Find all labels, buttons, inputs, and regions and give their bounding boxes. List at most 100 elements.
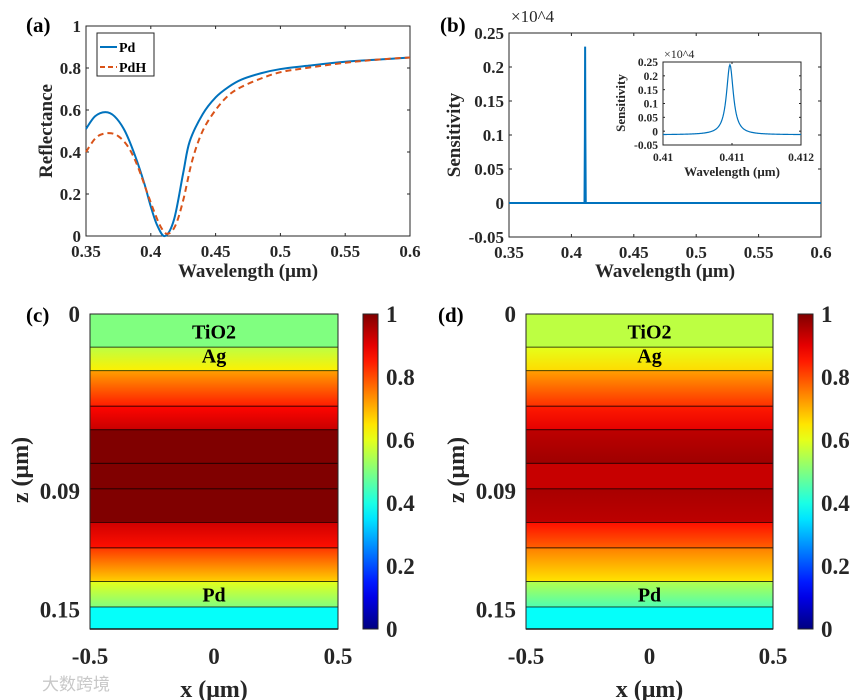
z-tick-label: 0.09	[476, 479, 516, 504]
legend: Pd PdH	[96, 32, 155, 77]
a-x-tick-label: 0.55	[330, 242, 360, 261]
x-tick-label: 0.5	[759, 644, 788, 669]
d-colorbar-tick-label: 1	[821, 302, 833, 327]
inset-x-axis-label: Wavelength (μm)	[684, 164, 780, 179]
c-colorbar	[362, 313, 379, 630]
heatmap-layer	[90, 314, 338, 348]
heatmap-layer	[526, 430, 773, 464]
panel-label-a: (a)	[26, 13, 51, 37]
inset-y-axis-label: Sensitivity	[613, 74, 628, 132]
c-colorbar-tick-label: 0.6	[386, 428, 415, 453]
b-y-tick-label: 0.2	[483, 58, 504, 77]
b-x-tick-label: 0.45	[619, 243, 649, 262]
inset-y-tick-label: 0.1	[644, 99, 659, 111]
d-colorbar	[797, 313, 814, 630]
d-x-axis-label: x (μm)	[616, 677, 684, 700]
b-y-tick-label: 0.25	[474, 24, 504, 43]
panel-a-reflectance-chart: 0.35 0.4 0.45 0.5 0.55 0.6 0 0.2 0.4 0.6 0.8 1 Wavel…	[36, 17, 421, 282]
a-x-tick-label: 0.45	[201, 242, 231, 261]
inset-y-tick-label: 0.15	[638, 85, 658, 97]
heatmap-layer	[526, 371, 773, 407]
a-x-tick-label: 0.4	[140, 242, 162, 261]
inset-y-tick-label: -0.05	[634, 140, 658, 152]
panel-b-sensitivity-chart: 0.35 0.4 0.45 0.5 0.55 0.6 -0.05 0 0.05 0.1 0.15 0.…	[444, 7, 832, 282]
c-colorbar-tick-label: 1	[386, 302, 398, 327]
inset-x-tick-label: 0.412	[788, 152, 814, 164]
a-y-tick-label: 1	[73, 17, 82, 36]
b-x-tick-label: 0.6	[810, 243, 831, 262]
b-y-multiplier: ×10^4	[511, 7, 555, 26]
layer-label-pd: Pd	[638, 585, 661, 607]
heatmap-layer	[90, 430, 338, 464]
a-x-tick-label: 0.35	[71, 242, 101, 261]
heatmap-layer	[90, 581, 338, 608]
c-colorbar-tick-label: 0.8	[386, 365, 415, 390]
layer-label-ag: Ag	[202, 345, 226, 367]
d-colorbar-tick-label: 0.6	[821, 428, 850, 453]
layer-label-ag: Ag	[637, 345, 661, 367]
layer-label-pd: Pd	[202, 585, 225, 607]
a-y-axis-label: Reflectance	[36, 84, 57, 178]
panel-label-c: (c)	[26, 303, 49, 327]
a-x-axis-label: Wavelength (μm)	[178, 261, 318, 282]
panel-label-b: (b)	[440, 13, 466, 37]
inset-y-tick-label: 0.2	[644, 71, 659, 83]
d-colorbar-tick-label: 0	[821, 617, 833, 642]
b-x-tick-label: 0.55	[744, 243, 774, 262]
d-colorbar-tick-label: 0.8	[821, 365, 850, 390]
series-sensitivity-line	[509, 46, 821, 204]
heatmap-layer	[526, 406, 773, 431]
z-tick-label: 0.15	[40, 597, 80, 622]
inset-y-multiplier: ×10^4	[664, 47, 694, 61]
b-y-tick-label: 0	[496, 194, 505, 213]
a-y-tick-label: 0.4	[60, 143, 82, 162]
layer-label-tio2: TiO2	[192, 322, 236, 344]
a-y-tick-label: 0.8	[60, 59, 81, 78]
c-colorbar-tick-label: 0	[386, 617, 398, 642]
heatmap-layer	[526, 581, 773, 608]
watermark: 大数跨境	[42, 675, 110, 695]
b-x-tick-label: 0.5	[686, 243, 707, 262]
d-z-axis-label: z (μm)	[444, 437, 470, 503]
inset-y-tick-label: 0.25	[638, 57, 658, 69]
layer-label-tio2: TiO2	[627, 322, 671, 344]
b-y-tick-label: 0.1	[483, 126, 504, 145]
z-tick-label: 0.09	[40, 479, 80, 504]
heatmap-layer	[526, 489, 773, 523]
panel-label-d: (d)	[438, 303, 464, 327]
x-tick-label: 0	[208, 644, 220, 669]
a-y-tick-label: 0.6	[60, 101, 81, 120]
d-colorbar-tick-label: 0.4	[821, 491, 850, 516]
heatmap-layer	[90, 489, 338, 523]
z-tick-label: 0	[69, 302, 81, 327]
d-colorbar-tick-label: 0.2	[821, 554, 850, 579]
a-x-tick-label: 0.5	[270, 242, 291, 261]
series-pd-line	[85, 56, 411, 238]
b-y-tick-label: 0.05	[474, 160, 504, 179]
z-tick-label: 0	[505, 302, 517, 327]
heatmap-frame	[525, 313, 774, 630]
inset-y-tick-label: 0.05	[638, 113, 658, 125]
b-x-tick-label: 0.4	[561, 243, 583, 262]
heatmap-layer	[526, 463, 773, 490]
c-colorbar-tick-label: 0.4	[386, 491, 415, 516]
series-pdh-line	[85, 56, 411, 235]
heatmap-layer	[90, 607, 338, 629]
a-x-tick-label: 0.6	[399, 242, 420, 261]
heatmap-layer	[526, 314, 773, 348]
heatmap-layer	[90, 548, 338, 582]
a-y-tick-label: 0.2	[60, 185, 81, 204]
heatmap-layer	[526, 347, 773, 372]
b-x-tick-label: 0.35	[494, 243, 524, 262]
heatmap-layer	[526, 607, 773, 629]
heatmap-layer	[90, 347, 338, 372]
b-y-tick-label: -0.05	[469, 228, 504, 247]
heatmap-layer	[526, 548, 773, 582]
heatmap-layer	[526, 522, 773, 549]
c-z-axis-label: z (μm)	[8, 437, 34, 503]
inset-sensitivity-line	[662, 63, 802, 136]
b-y-axis-label: Sensitivity	[444, 92, 465, 177]
z-tick-label: 0.15	[476, 597, 516, 622]
